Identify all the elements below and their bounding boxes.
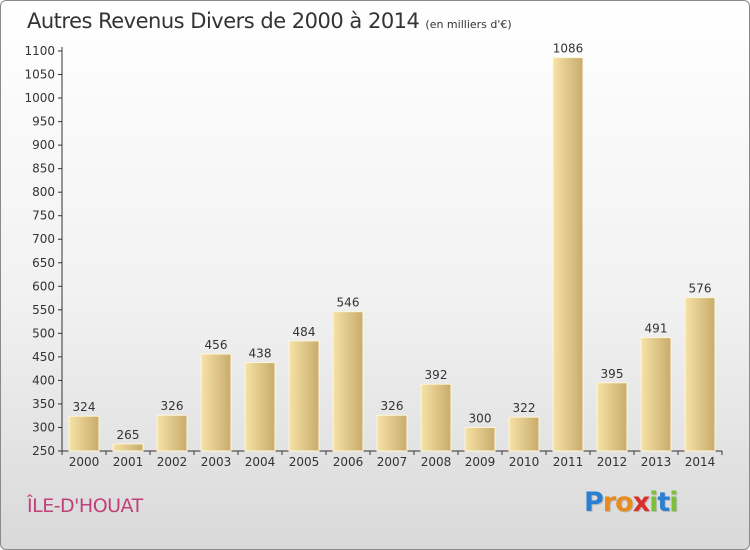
- y-tick-label: 750: [32, 209, 55, 223]
- y-tick-label: 350: [32, 397, 55, 411]
- x-tick-label: 2012: [597, 455, 628, 469]
- x-tick-label: 2004: [245, 455, 276, 469]
- bar: [552, 57, 584, 452]
- logo-letter: o: [615, 487, 634, 518]
- x-tick-label: 2000: [69, 455, 100, 469]
- y-tick-label: 450: [32, 350, 55, 364]
- bar: [200, 353, 232, 452]
- y-tick-label: 900: [32, 138, 55, 152]
- bar-value-label: 265: [117, 428, 140, 442]
- bar-value-label: 438: [249, 347, 272, 361]
- y-tick-label: 850: [32, 162, 55, 176]
- x-tick-label: 2013: [641, 455, 672, 469]
- y-tick-label: 600: [32, 279, 55, 293]
- x-tick-label: 2011: [553, 455, 584, 469]
- y-tick-label: 950: [32, 115, 55, 129]
- bar-value-label: 326: [381, 399, 404, 413]
- y-tick-label: 500: [32, 326, 55, 340]
- bar-value-label: 324: [73, 400, 96, 414]
- bar-value-label: 576: [689, 282, 712, 296]
- x-tick-label: 2005: [289, 455, 320, 469]
- bar-value-label: 392: [425, 368, 448, 382]
- x-tick-label: 2003: [201, 455, 232, 469]
- y-tick-label: 250: [32, 444, 55, 458]
- y-tick-label: 650: [32, 256, 55, 270]
- bar-value-label: 326: [161, 399, 184, 413]
- bar-value-label: 491: [645, 322, 668, 336]
- bar-value-label: 456: [205, 338, 228, 352]
- bar-value-label: 395: [601, 367, 624, 381]
- bar-value-label: 484: [293, 325, 316, 339]
- x-tick-label: 2002: [157, 455, 188, 469]
- bar-value-label: 1086: [553, 42, 584, 56]
- x-tick-label: 2006: [333, 455, 364, 469]
- x-tick-label: 2008: [421, 455, 452, 469]
- bar: [684, 297, 716, 452]
- y-tick-label: 700: [32, 232, 55, 246]
- bar: [508, 416, 540, 452]
- logo-letter: P: [584, 487, 604, 518]
- title-row: Autres Revenus Divers de 2000 à 2014 (en …: [27, 9, 512, 33]
- bar: [332, 311, 364, 452]
- x-tick-label: 2009: [465, 455, 496, 469]
- x-tick-label: 2010: [509, 455, 540, 469]
- logo-letter: i: [669, 487, 678, 518]
- x-tick-label: 2014: [685, 455, 716, 469]
- proxiti-logo: Proxiti: [584, 487, 679, 518]
- y-tick-label: 300: [32, 420, 55, 434]
- bar: [112, 443, 144, 452]
- y-tick-label: 1100: [24, 44, 55, 58]
- bar: [596, 382, 628, 452]
- logo-letter: i: [649, 487, 658, 518]
- logo-letter: r: [602, 487, 616, 518]
- bar: [244, 362, 276, 452]
- bar-value-label: 546: [337, 296, 360, 310]
- bar: [288, 340, 320, 452]
- bar: [464, 426, 496, 452]
- x-tick-label: 2001: [113, 455, 144, 469]
- y-tick-label: 1050: [24, 68, 55, 82]
- chart-subtitle: (en milliers d'€): [425, 18, 512, 31]
- bar: [68, 415, 100, 452]
- bar: [376, 414, 408, 452]
- x-tick-label: 2007: [377, 455, 408, 469]
- logo-letter: t: [657, 487, 670, 518]
- y-tick-label: 800: [32, 185, 55, 199]
- y-tick-label: 400: [32, 373, 55, 387]
- logo-letter: x: [632, 487, 650, 518]
- location-name: ÎLE-D'HOUAT: [27, 495, 143, 517]
- y-tick-label: 550: [32, 303, 55, 317]
- bar: [640, 337, 672, 452]
- bar-value-label: 300: [469, 411, 492, 425]
- bar-value-label: 322: [513, 401, 536, 415]
- y-tick-label: 1000: [24, 91, 55, 105]
- chart-title: Autres Revenus Divers de 2000 à 2014: [27, 9, 420, 33]
- bar: [156, 414, 188, 452]
- bar: [420, 383, 452, 452]
